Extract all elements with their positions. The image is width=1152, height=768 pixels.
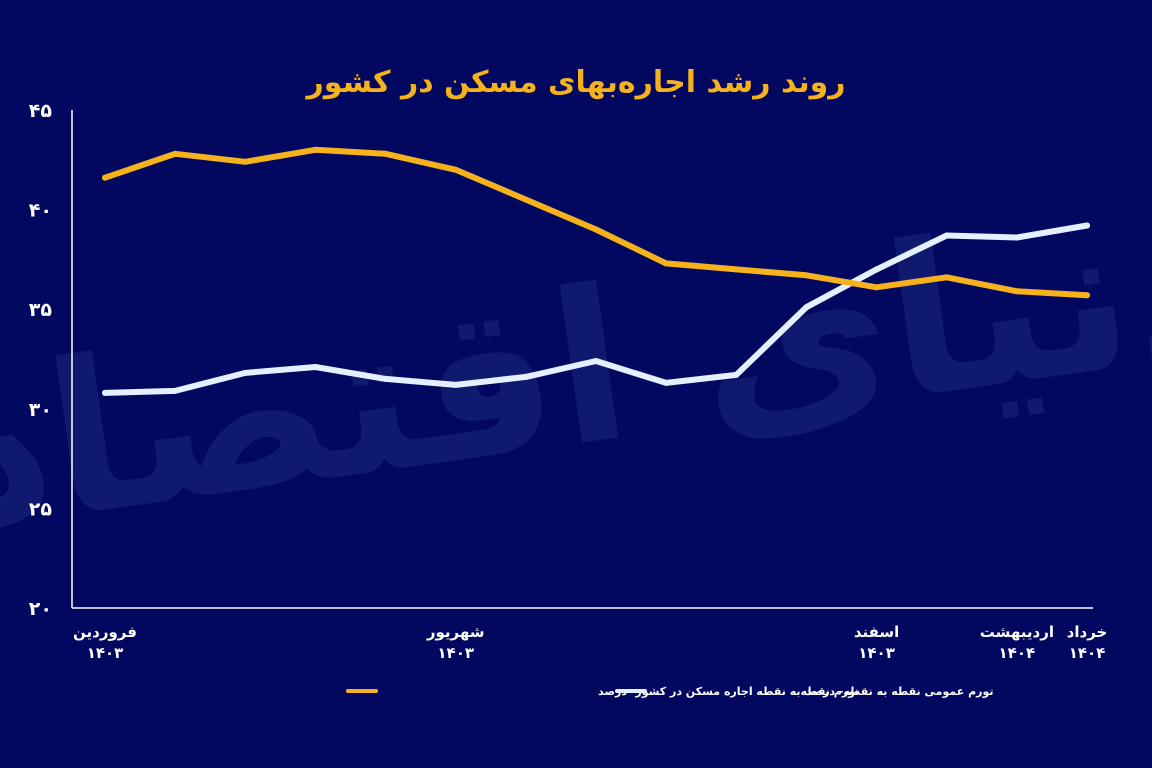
data-point bbox=[1013, 234, 1020, 241]
data-point bbox=[1084, 222, 1090, 229]
x-tick-year: ۱۴۰۳ bbox=[87, 644, 124, 662]
y-tick-label: ۴۵ bbox=[29, 100, 53, 122]
data-point bbox=[593, 357, 599, 364]
x-tick-label: اردیبهشت ۱۴۰۴ bbox=[980, 623, 1054, 662]
data-point bbox=[522, 196, 529, 203]
x-tick-month: اسفند bbox=[854, 623, 899, 641]
x-tick-month: اردیبهشت bbox=[980, 623, 1054, 641]
data-point bbox=[803, 272, 810, 279]
data-point bbox=[873, 266, 880, 273]
data-point bbox=[1013, 288, 1020, 295]
x-tick-month: شهریور bbox=[426, 623, 485, 641]
y-tick-label: ۳۰ bbox=[29, 399, 52, 421]
data-point bbox=[382, 375, 389, 382]
x-tick-month: فروردین bbox=[73, 623, 137, 641]
x-tick-labels: فروردین ۱۴۰۳ شهریور ۱۴۰۳ اسفند ۱۴۰۳ اردیبهشت ۱۴… bbox=[73, 623, 1107, 662]
y-tick-label: ۴۰ bbox=[29, 200, 52, 222]
data-point bbox=[733, 371, 740, 378]
data-point bbox=[803, 304, 810, 311]
x-tick-year: ۱۴۰۳ bbox=[437, 644, 474, 662]
data-point bbox=[172, 150, 179, 157]
y-tick-labels: ۲۰ ۲۵ ۳۰ ۳۵ ۴۰ ۴۵ bbox=[29, 100, 53, 620]
data-point bbox=[522, 373, 529, 380]
y-tick-label: ۳۵ bbox=[29, 299, 53, 321]
chart-title: روند رشد اجاره‌بهای مسکن در کشور bbox=[304, 65, 845, 100]
data-point bbox=[452, 166, 459, 173]
data-point bbox=[593, 226, 599, 233]
y-tick-label: ۲۰ bbox=[29, 598, 52, 620]
data-point bbox=[242, 369, 249, 376]
data-point bbox=[663, 260, 670, 267]
x-tick-label: فروردین ۱۴۰۳ bbox=[73, 623, 137, 662]
x-tick-month: خرداد bbox=[1067, 623, 1108, 641]
data-point bbox=[102, 174, 108, 181]
series-lines bbox=[102, 146, 1090, 396]
data-point bbox=[242, 158, 249, 165]
legend-label-general: تورم عمومی نقطه به نقطه- درصد bbox=[806, 685, 994, 698]
x-tick-year: ۱۴۰۳ bbox=[858, 644, 895, 662]
data-point bbox=[733, 266, 740, 273]
x-tick-label: اسفند ۱۴۰۳ bbox=[854, 623, 899, 662]
data-point bbox=[943, 274, 950, 281]
data-point bbox=[172, 387, 179, 394]
data-point bbox=[312, 363, 319, 370]
data-point bbox=[663, 379, 670, 386]
x-tick-year: ۱۴۰۴ bbox=[1069, 644, 1106, 662]
legend-label-rent: تورم نقطه‌به نقطه اجاره مسکن در کشور- در… bbox=[598, 685, 859, 698]
data-point bbox=[102, 389, 108, 396]
data-point bbox=[1084, 292, 1090, 299]
x-tick-year: ۱۴۰۴ bbox=[999, 644, 1036, 662]
x-tick-label: شهریور ۱۴۰۳ bbox=[426, 623, 485, 662]
legend: تورم نقطه‌به نقطه اجاره مسکن در کشور- در… bbox=[346, 685, 994, 698]
data-point bbox=[873, 284, 880, 291]
data-point bbox=[312, 146, 319, 153]
data-point bbox=[452, 381, 459, 388]
data-point bbox=[943, 232, 950, 239]
x-tick-label: خرداد ۱۴۰۴ bbox=[1067, 623, 1108, 662]
y-tick-label: ۲۵ bbox=[29, 498, 53, 520]
data-point bbox=[382, 150, 389, 157]
